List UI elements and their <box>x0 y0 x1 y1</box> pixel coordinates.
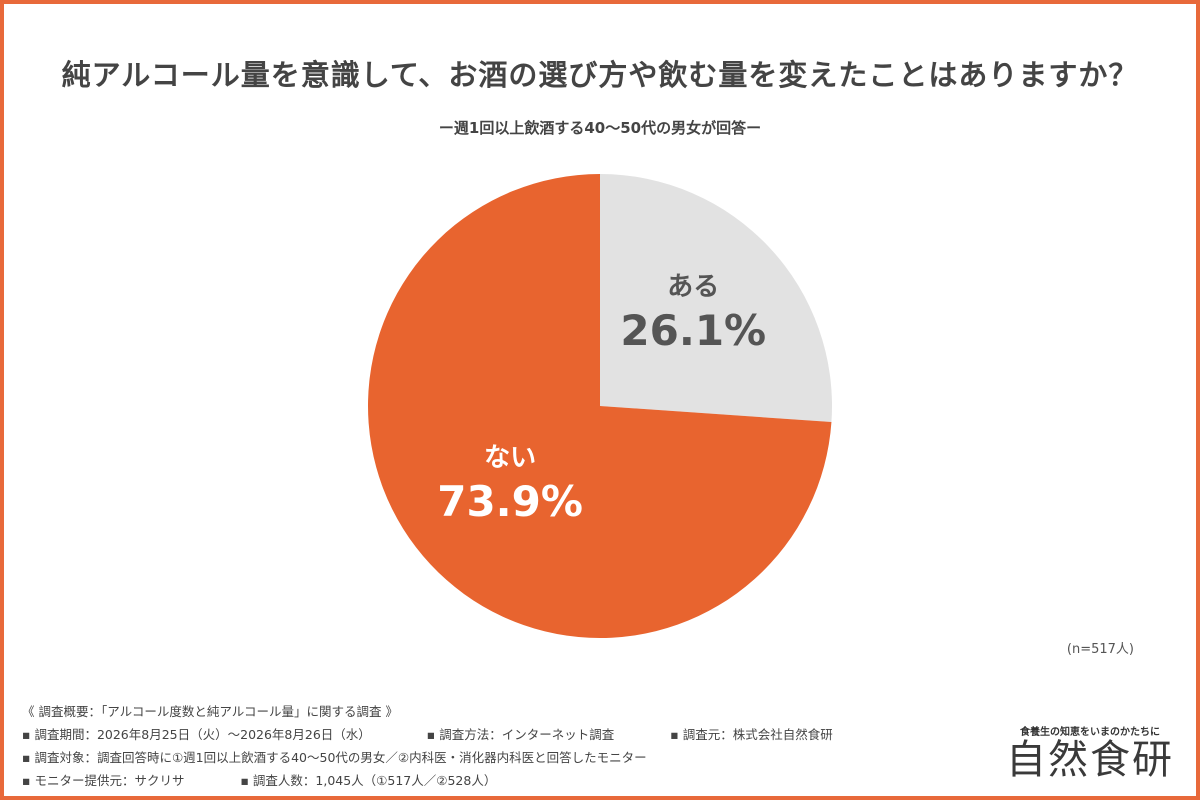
chart-subtitle: ー週1回以上飲酒する40〜50代の男女が回答ー <box>438 119 762 137</box>
survey-respondents: ▪ 調査人数：1,045人（①517人／②528人） <box>240 773 497 788</box>
survey-period: ▪ 調査期間：2026年8月25日（火）〜2026年8月26日（水） <box>22 727 371 742</box>
slice-category-label: ない <box>484 443 536 473</box>
slice-percent-label: 26.1% <box>620 306 766 355</box>
footer-line: ▪ モニター提供元：サクリサ ▪ 調査人数：1,045人（①517人／②528人） <box>22 769 833 792</box>
sample-size-note: (n=517人) <box>1066 642 1134 657</box>
survey-method: ▪ 調査方法：インターネット調査 <box>426 727 615 742</box>
pie-slice-aru <box>600 174 832 423</box>
footer-line: 《 調査概要：「アルコール度数と純アルコール量」に関する調査 》 <box>22 700 833 723</box>
chart-title: 純アルコール量を意識して、お酒の選び方や飲む量を変えたことはありますか？ <box>61 58 1139 92</box>
slice-percent-label: 73.9% <box>437 477 583 526</box>
survey-target: ▪ 調査対象：調査回答時に①週1回以上飲酒する40〜50代の男女／②内科医・消化… <box>22 750 647 765</box>
overview-heading: 《 調査概要：「アルコール度数と純アルコール量」に関する調査 》 <box>22 704 398 719</box>
survey-source: ▪ 調査元：株式会社自然食研 <box>670 727 833 742</box>
monitor-provider: ▪ モニター提供元：サクリサ <box>22 773 185 788</box>
footer-line: ▪ 調査期間：2026年8月25日（火）〜2026年8月26日（水） ▪ 調査方法… <box>22 723 833 746</box>
footer-line: ▪ 調査対象：調査回答時に①週1回以上飲酒する40〜50代の男女／②内科医・消化… <box>22 746 833 769</box>
slice-category-label: ある <box>667 272 719 302</box>
brand-logo: 食養生の知恵をいまのかたちに 自然食研 <box>1006 723 1174 782</box>
logo-tagline: 食養生の知恵をいまのかたちに <box>1020 727 1160 738</box>
pie-slice-nai <box>368 174 832 638</box>
survey-overview: 《 調査概要：「アルコール度数と純アルコール量」に関する調査 》 ▪ 調査期間：… <box>22 700 833 792</box>
logo-name: 自然食研 <box>1006 737 1174 783</box>
